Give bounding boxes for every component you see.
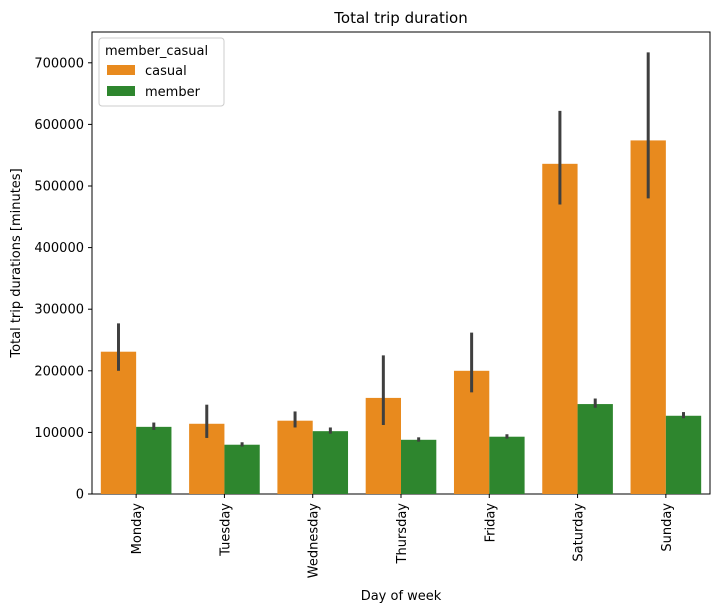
y-tick-label: 100000 [34,426,84,441]
x-axis: Monday Tuesday Wednesday Thursday Friday Satu… [130,494,675,578]
bars-group [100,140,702,494]
x-tick-label: Saturday [572,503,587,562]
legend-title: member_casual [105,44,208,59]
bar-casual-monday [100,351,137,494]
y-tick-label: 700000 [34,56,84,71]
bar-member-tuesday [224,444,260,494]
y-tick-label: 600000 [34,118,84,133]
x-tick-label: Thursday [395,503,410,565]
bar-member-wednesday [312,431,349,494]
x-tick-label: Friday [483,503,498,543]
y-tick-label: 200000 [34,364,84,379]
bar-member-sunday [665,415,702,494]
x-tick-label: Wednesday [307,503,322,579]
legend-label-casual: casual [145,64,187,79]
bar-member-friday [489,436,525,494]
y-tick-label: 400000 [34,241,84,256]
chart-title: Total trip duration [333,9,467,27]
bar-casual-sunday [630,140,666,494]
bar-member-thursday [401,439,437,494]
legend-swatch-casual [107,65,135,75]
error-bars-group [116,52,686,447]
x-tick-label: Sunday [660,503,675,552]
x-axis-title: Day of week [361,589,442,604]
bar-member-monday [136,426,172,494]
x-tick-label: Monday [130,503,145,555]
bar-casual-saturday [542,163,578,494]
bar-member-saturday [577,404,613,494]
y-axis: 0 100000 200000 300000 400000 500000 600000 700… [34,56,92,503]
legend-swatch-member [107,86,135,96]
bar-casual-wednesday [277,420,313,494]
y-axis-title: Total trip durations [minutes] [9,168,24,358]
x-tick-label: Tuesday [218,503,233,557]
y-tick-label: 300000 [34,303,84,318]
legend-label-member: member [145,85,201,100]
y-tick-label: 500000 [34,180,84,195]
y-tick-label: 0 [76,488,84,503]
